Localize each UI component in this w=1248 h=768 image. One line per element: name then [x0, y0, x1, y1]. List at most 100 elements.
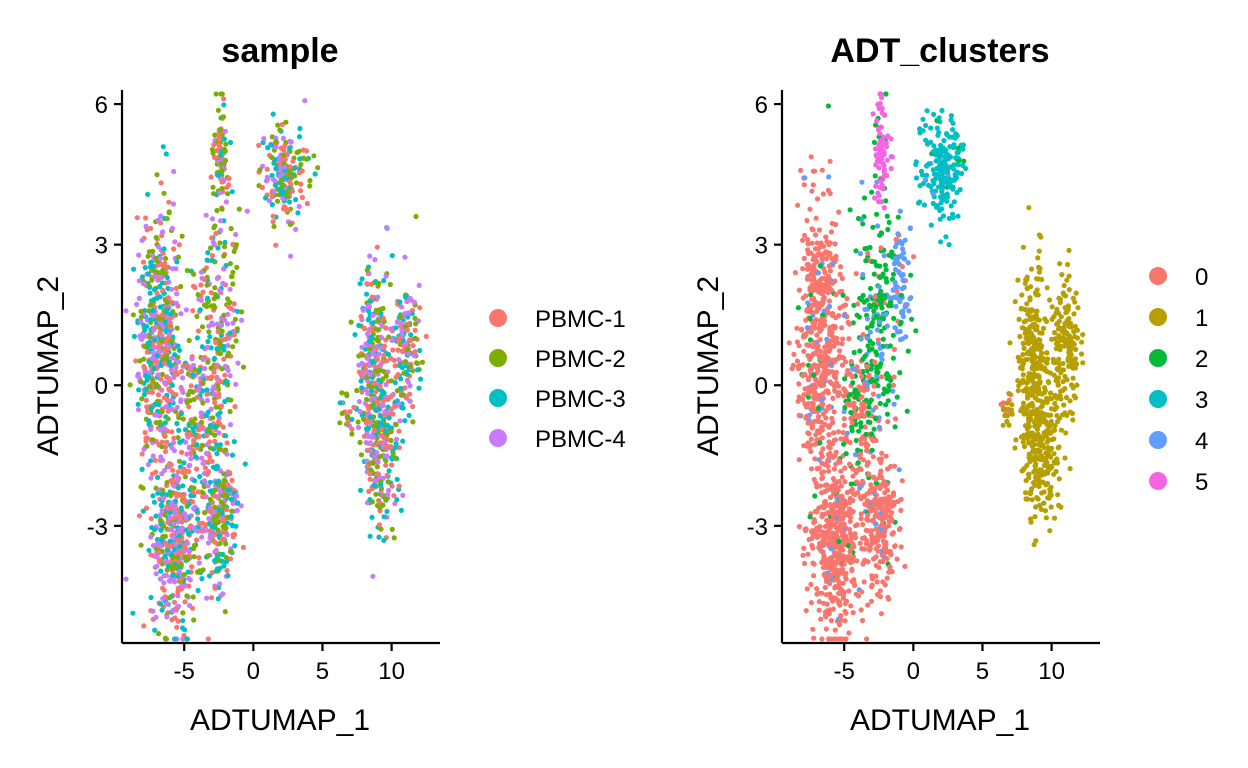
- scatter-point: [867, 329, 874, 335]
- scatter-point: [858, 511, 864, 517]
- scatter-point: [944, 198, 950, 204]
- scatter-point: [927, 139, 934, 145]
- scatter-point: [214, 207, 220, 214]
- scatter-point: [938, 194, 944, 200]
- scatter-point: [867, 285, 874, 292]
- scatter-point: [838, 468, 844, 474]
- scatter-point: [940, 213, 947, 219]
- scatter-point: [222, 317, 228, 323]
- scatter-point: [796, 457, 802, 463]
- scatter-point: [878, 144, 884, 150]
- scatter-point: [307, 183, 313, 189]
- scatter-point: [870, 437, 876, 444]
- scatter-point: [282, 164, 288, 170]
- scatter-point: [217, 190, 223, 196]
- scatter-point: [140, 281, 147, 287]
- scatter-point: [851, 580, 857, 587]
- scatter-point: [223, 541, 229, 547]
- scatter-point: [202, 522, 208, 528]
- scatter-point: [818, 419, 825, 425]
- scatter-point: [934, 125, 940, 131]
- scatter-point: [844, 296, 850, 302]
- scatter-point: [884, 375, 890, 381]
- scatter-point: [169, 355, 175, 361]
- scatter-point: [804, 586, 810, 592]
- scatter-point: [829, 280, 836, 286]
- scatter-point: [926, 182, 932, 188]
- scatter-point: [821, 505, 827, 511]
- scatter-point: [195, 516, 201, 522]
- scatter-point: [290, 158, 296, 164]
- scatter-point: [1007, 340, 1013, 346]
- scatter-point: [153, 359, 159, 365]
- scatter-point: [804, 308, 810, 314]
- scatter-point: [374, 244, 380, 250]
- scatter-point: [863, 258, 869, 264]
- scatter-point: [803, 293, 809, 299]
- scatter-point: [819, 275, 825, 281]
- scatter-point: [223, 507, 230, 513]
- scatter-point: [159, 503, 165, 509]
- scatter-point: [173, 510, 179, 516]
- legend: PBMC-1 PBMC-2 PBMC-3 PBMC-4: [489, 306, 626, 453]
- scatter-point: [374, 449, 380, 456]
- scatter-point: [860, 221, 866, 227]
- scatter-point: [897, 299, 903, 305]
- scatter-point: [171, 440, 177, 446]
- scatter-point: [143, 223, 149, 229]
- scatter-point: [400, 405, 406, 411]
- scatter-point: [878, 458, 884, 464]
- scatter-point: [817, 440, 823, 446]
- scatter-point: [149, 389, 156, 395]
- scatter-point: [232, 543, 238, 549]
- scatter-point: [388, 429, 394, 435]
- scatter-point: [892, 424, 898, 430]
- scatter-point: [234, 507, 240, 513]
- scatter-point: [820, 446, 826, 452]
- scatter-point: [217, 351, 223, 357]
- scatter-point: [225, 343, 231, 349]
- scatter-point: [937, 216, 943, 222]
- scatter-point: [876, 165, 882, 171]
- scatter-point: [794, 325, 800, 331]
- scatter-point: [164, 274, 170, 281]
- scatter-point: [831, 373, 837, 379]
- scatter-point: [919, 172, 926, 178]
- scatter-point: [265, 176, 271, 182]
- scatter-point: [231, 439, 237, 445]
- scatter-point: [365, 433, 371, 439]
- scatter-point: [800, 552, 806, 558]
- scatter-point: [168, 500, 175, 506]
- scatter-point: [862, 546, 868, 552]
- scatter-point: [138, 308, 144, 314]
- scatter-point: [221, 253, 227, 259]
- scatter-point: [830, 310, 836, 317]
- scatter-point: [151, 296, 157, 302]
- scatter-point: [830, 454, 836, 460]
- scatter-point: [400, 438, 406, 444]
- scatter-point: [876, 199, 882, 205]
- scatter-point: [381, 352, 387, 358]
- scatter-point: [142, 327, 148, 333]
- scatter-point: [1078, 351, 1085, 357]
- scatter-point: [853, 437, 859, 444]
- scatter-point: [367, 533, 373, 539]
- scatter-point: [288, 253, 294, 259]
- scatter-point: [311, 153, 317, 159]
- scatter-point: [234, 326, 240, 332]
- scatter-point: [270, 111, 276, 117]
- scatter-point: [849, 420, 855, 426]
- scatter-point: [843, 435, 849, 441]
- scatter-point: [397, 418, 403, 424]
- scatter-point: [229, 452, 236, 458]
- scatter-point: [837, 507, 843, 513]
- scatter-point: [1064, 318, 1070, 324]
- scatter-point: [900, 277, 906, 283]
- scatter-point: [364, 267, 370, 273]
- scatter-point: [199, 324, 206, 330]
- scatter-point: [833, 449, 839, 455]
- scatter-point: [813, 362, 819, 369]
- scatter-point: [339, 410, 345, 416]
- scatter-point: [382, 409, 388, 415]
